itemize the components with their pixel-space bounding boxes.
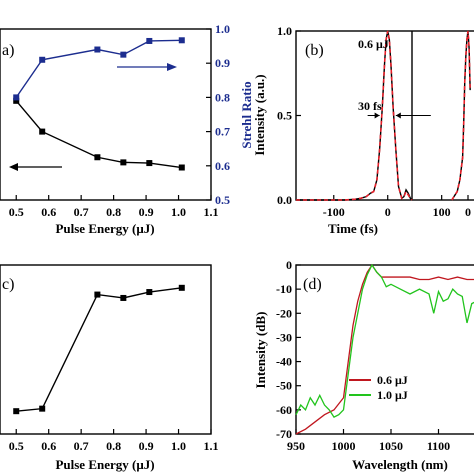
panel-d-ytick-label: -60: [276, 403, 292, 417]
panel-d-legend: 0.6 μJ1.0 μJ: [349, 373, 408, 402]
panel-c-xtick-label: 0.9: [139, 439, 154, 453]
panel-c-xtick-label: 1.1: [204, 439, 219, 453]
panel-d-xtick-label: 1100: [427, 439, 450, 453]
panel-d-label: (d): [303, 276, 322, 293]
panel-a-xtick-label: 0.8: [106, 205, 121, 219]
panel-a-xtick-label: 0.6: [41, 205, 56, 219]
panel-c-xtick-label: 0.5: [9, 439, 24, 453]
panel-d-ytick-label: -30: [276, 330, 292, 344]
panel-d-ytick-label: -10: [276, 282, 292, 296]
panel-a-data-point: [13, 97, 20, 104]
panel-b-ytick-label: 1.0: [277, 24, 292, 38]
panel-a-right-ytick-label: 0.9: [215, 56, 230, 70]
panel-b-xtick-label: -100: [323, 205, 345, 219]
panel-d-ytick-label: 0: [286, 258, 292, 272]
panel-b-energy-label: 0.6 μJ: [358, 37, 389, 51]
panel-a-xtick-label: 1.0: [171, 205, 186, 219]
panel-a-data-point: [178, 37, 185, 44]
panel-a-series-line: [15, 100, 182, 169]
panel-b-ylabel: Intensity (a.u.): [252, 74, 267, 155]
legend-entry: 0.6 μJ: [377, 373, 408, 387]
panel-a-xtick-label: 0.5: [9, 205, 24, 219]
panel-b-ytick-label: 0.0: [277, 193, 292, 207]
panel-b2-pulse-trace: [451, 30, 471, 201]
panel-c-xtick-label: 0.7: [74, 439, 89, 453]
legend-entry: 1.0 μJ: [377, 388, 408, 402]
panel-c-data-point: [120, 294, 127, 301]
panel-c-xtick-label: 0.6: [41, 439, 56, 453]
panel-d-xtick-label: 1000: [332, 439, 356, 453]
panel-d-ylabel: Intensity (dB): [253, 312, 268, 389]
panel-c-data-point: [178, 284, 185, 291]
panel-b-pulse-trace: [296, 30, 413, 201]
panel-c: 0.5 0.6 0.7 0.8 0.9 1.0 1.1 c) Pulse Energy (μ…: [0, 264, 219, 472]
panel-c-series-line: [16, 287, 182, 412]
panel-d-ytick-label: -70: [276, 427, 292, 441]
panel-b-ytick-label: 0.5: [277, 109, 292, 123]
panel-a-data-point: [13, 94, 20, 101]
panel-c-xtick-label: 1.0: [171, 439, 186, 453]
panel-b-xtick-label: 0: [385, 205, 391, 219]
arrow-left-head: [9, 163, 18, 171]
panel-a-data-point: [94, 154, 101, 161]
panel-d-ytick-label: -20: [276, 306, 292, 320]
panel-d-xtick-label: 950: [287, 439, 305, 453]
panel-c-frame: [0, 264, 212, 435]
panel-b: -100 0 100 0 0.0 0.5 1.0 (b) 0.6 μJ 30 fs Int…: [252, 24, 474, 236]
panel-a-right-ytick-label: 0.8: [215, 90, 230, 104]
panel-a-data-point: [39, 128, 46, 135]
panel-c-data-point: [39, 405, 46, 412]
fwhm-arrowhead-right: [395, 112, 401, 119]
panel-a-data-point: [146, 160, 153, 167]
panel-d-ytick-label: -40: [276, 355, 292, 369]
panel-a-right-ytick-label: 0.5: [215, 193, 230, 207]
panel-a-xtick-label: 0.9: [139, 205, 154, 219]
panel-c-label: c): [2, 276, 14, 293]
fwhm-arrowhead-left: [374, 112, 380, 119]
panel-d: 9501000105011001150 0-10-20-30-40-50-60-…: [253, 258, 474, 472]
panel-a-data-point: [94, 46, 101, 53]
panel-a-right-ytick-label: 1.0: [215, 22, 230, 36]
panel-a: 0.5 0.6 0.7 0.8 0.9 1.0 1.1 0.5 0.6 0.7 0.8 0.9 1.0…: [0, 22, 254, 236]
arrow-right-head: [167, 63, 177, 71]
panel-a-right-ytick-label: 0.6: [215, 159, 230, 173]
panel-a-data-point: [178, 164, 185, 171]
panel-c-data-point: [13, 408, 20, 415]
panel-d-spectrum-line: [295, 263, 474, 418]
panel-a-xtick-label: 1.1: [204, 205, 219, 219]
panel-b2-pulse-trace: [451, 30, 471, 201]
panel-c-data-point: [94, 291, 101, 298]
panel-a-label: a): [2, 42, 14, 59]
panel-c-xlabel: Pulse Energy (μJ): [55, 457, 154, 472]
panel-b-width-label: 30 fs: [358, 99, 382, 113]
panel-a-frame: [0, 28, 212, 201]
panel-d-xlabel: Wavelength (nm): [352, 457, 448, 472]
panel-c-xtick-label: 0.8: [106, 439, 121, 453]
panel-b2-xtick-label: 0: [465, 205, 471, 219]
panel-d-xtick-label: 1050: [379, 439, 403, 453]
panel-a-series-line: [15, 39, 182, 98]
panel-b-xtick-label: 100: [433, 205, 451, 219]
panel-a-right-ytick-label: 0.7: [215, 125, 230, 139]
panel-a-right-ylabel: Strehl Ratio: [239, 81, 254, 148]
panel-a-data-point: [120, 159, 127, 166]
panel-d-frame: [295, 264, 474, 435]
panel-b-label: (b): [305, 42, 324, 59]
panel-d-ytick-label: -50: [276, 379, 292, 393]
panel-a-xlabel: Pulse Energy (μJ): [55, 221, 154, 236]
panel-a-data-point: [120, 51, 127, 58]
panel-a-data-point: [39, 56, 46, 63]
panel-a-data-point: [146, 37, 153, 44]
panel-a-xtick-label: 0.7: [74, 205, 89, 219]
panel-c-data-point: [146, 289, 153, 296]
panel-b-xlabel: Time (fs): [328, 221, 378, 236]
panel-d-spectrum-line: [295, 263, 474, 435]
